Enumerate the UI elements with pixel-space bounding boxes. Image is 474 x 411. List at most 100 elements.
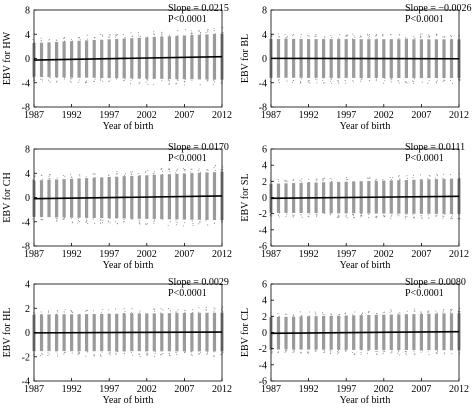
outlier-point <box>390 81 392 83</box>
outlier-point <box>435 81 437 83</box>
x-axis-label: Year of birth <box>103 121 154 132</box>
outlier-point <box>442 80 444 82</box>
stats-annotation: Slope = 0.0215 <box>168 3 229 14</box>
outlier-point <box>367 352 369 354</box>
outlier-point <box>397 312 399 315</box>
outlier-point <box>436 34 438 36</box>
outlier-point <box>330 180 332 182</box>
y-tick-label: -8 <box>22 242 30 253</box>
y-tick-label: -2 <box>259 209 267 220</box>
outlier-point <box>390 79 392 81</box>
outlier-point <box>191 168 193 171</box>
x-tick-label: 2002 <box>137 384 157 395</box>
outlier-point <box>352 81 355 83</box>
outlier-point <box>308 181 311 183</box>
outlier-point <box>391 310 393 312</box>
outlier-point <box>152 78 154 80</box>
outlier-point <box>450 34 452 36</box>
outlier-point <box>108 81 110 83</box>
x-tick-label: 2012 <box>212 384 232 395</box>
outlier-point <box>213 81 216 83</box>
outlier-point <box>122 221 125 223</box>
outlier-point <box>77 222 79 224</box>
y-axis-label: EBV for SL <box>240 173 251 221</box>
outlier-point <box>190 32 192 34</box>
outlier-point <box>222 310 224 312</box>
outlier-point <box>86 38 88 40</box>
outlier-point <box>205 31 207 34</box>
x-tick-label: 1987 <box>24 249 44 260</box>
x-tick-label: 2012 <box>449 110 469 121</box>
outlier-point <box>420 349 422 351</box>
x-tick-label: 1987 <box>261 110 281 121</box>
outlier-point <box>277 214 279 216</box>
outlier-point <box>308 35 310 37</box>
outlier-point <box>322 313 324 315</box>
outlier-point <box>62 174 64 177</box>
trend-line <box>270 195 460 200</box>
outlier-point <box>382 353 384 355</box>
outlier-point <box>146 355 148 357</box>
outlier-point <box>130 83 132 85</box>
outlier-point <box>55 218 57 220</box>
outlier-point <box>308 216 310 218</box>
y-tick-label: 2 <box>262 312 267 323</box>
outlier-point <box>434 177 437 179</box>
outlier-point <box>316 215 318 217</box>
outlier-point <box>78 352 80 354</box>
outlier-point <box>360 213 362 215</box>
outlier-point <box>383 216 385 218</box>
outlier-point <box>199 172 201 174</box>
outlier-point <box>449 79 452 81</box>
x-tick-label: 2007 <box>174 110 194 121</box>
outlier-point <box>139 81 141 83</box>
outlier-point <box>198 311 200 313</box>
outlier-point <box>176 78 178 80</box>
outlier-point <box>175 352 177 354</box>
outlier-point <box>63 77 65 79</box>
outlier-point <box>286 313 288 315</box>
outlier-point <box>153 171 155 173</box>
outlier-point <box>330 34 332 36</box>
outlier-point <box>352 33 354 35</box>
outlier-point <box>338 82 340 84</box>
outlier-point <box>40 40 42 42</box>
outlier-point <box>369 177 371 179</box>
outlier-point <box>278 316 280 318</box>
outlier-point <box>376 351 378 353</box>
outlier-point <box>79 39 81 41</box>
outlier-point <box>284 313 286 315</box>
outlier-point <box>390 309 392 311</box>
outlier-point <box>184 169 186 171</box>
outlier-point <box>102 35 104 37</box>
outlier-point <box>361 215 363 217</box>
outlier-point <box>39 355 42 357</box>
outlier-point <box>368 35 370 37</box>
outlier-point <box>331 314 333 316</box>
outlier-point <box>314 311 316 313</box>
outlier-point <box>450 36 452 38</box>
outlier-point <box>214 33 216 35</box>
outlier-point <box>147 79 149 81</box>
outlier-point <box>354 353 356 355</box>
outlier-point <box>286 180 288 182</box>
outlier-point <box>162 353 164 355</box>
trend-line <box>270 330 460 335</box>
outlier-point <box>315 214 317 216</box>
y-tick-label: 0 <box>262 328 267 339</box>
outlier-point <box>109 351 111 353</box>
outlier-point <box>277 33 279 35</box>
outlier-point <box>451 309 453 311</box>
outlier-point <box>368 311 370 313</box>
outlier-point <box>429 35 431 37</box>
outlier-point <box>383 349 385 351</box>
outlier-point <box>77 37 80 39</box>
outlier-point <box>278 79 280 82</box>
outlier-point <box>177 309 179 311</box>
outlier-point <box>346 217 348 219</box>
outlier-point <box>117 351 119 353</box>
outlier-point <box>169 355 171 357</box>
outlier-point <box>47 310 50 312</box>
y-tick-label: 0 <box>262 54 267 65</box>
outlier-point <box>161 353 163 355</box>
